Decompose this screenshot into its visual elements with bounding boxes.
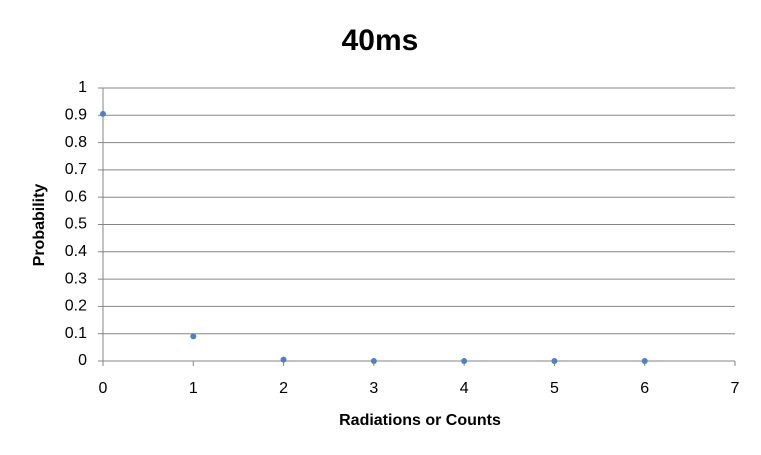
point <box>370 358 377 364</box>
point <box>280 356 287 363</box>
y-tick-label: 0.5 <box>65 216 87 233</box>
x-tick-label: 1 <box>189 380 198 397</box>
y-tick-label: 0 <box>78 352 87 369</box>
point <box>551 358 558 364</box>
x-tick-label: 3 <box>369 380 378 397</box>
y-tick-label: 0.6 <box>65 188 87 205</box>
x-tick-label: 6 <box>640 380 649 397</box>
point <box>461 358 468 364</box>
y-tick-label: 0.2 <box>65 298 87 315</box>
x-tick-label: 7 <box>731 380 740 397</box>
y-tick-label: 0.3 <box>65 270 87 287</box>
y-tick-label: 0.7 <box>65 161 87 178</box>
x-tick-label: 4 <box>460 380 469 397</box>
y-tick-label: 0.9 <box>65 107 87 124</box>
chart-title: 40ms <box>342 24 419 57</box>
x-tick-label: 0 <box>99 380 108 397</box>
y-tick-label: 0.4 <box>65 243 87 260</box>
y-axis-title: Probability <box>31 184 48 267</box>
x-tick-label: 2 <box>279 380 288 397</box>
x-axis-title: Radiations or Counts <box>339 412 501 429</box>
point <box>190 333 197 340</box>
x-tick-label: 5 <box>550 380 559 397</box>
y-tick-label: 0.8 <box>65 134 87 151</box>
y-tick-label: 0.1 <box>65 325 87 342</box>
point <box>100 110 106 117</box>
y-tick-label: 1 <box>78 79 87 96</box>
point <box>641 358 648 364</box>
